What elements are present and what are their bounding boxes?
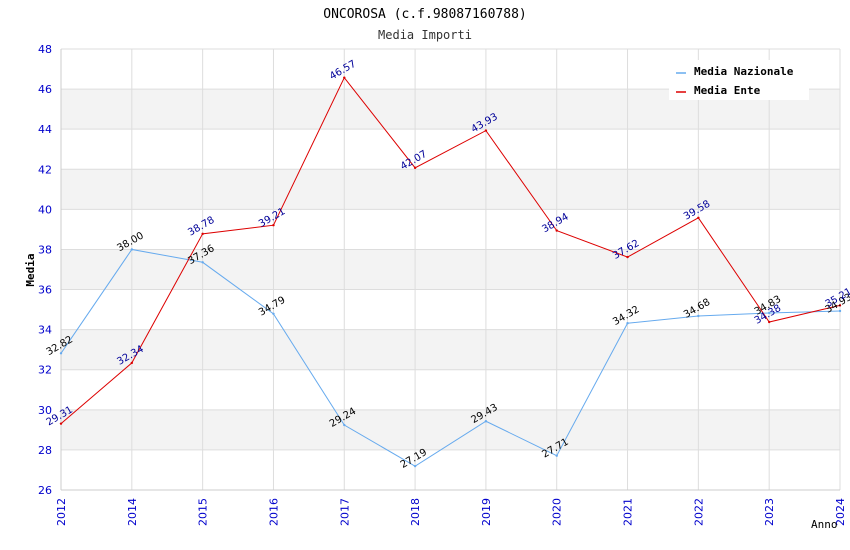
series-line-media-ente (60, 76, 841, 425)
chart-subtitle: Media Importi (378, 28, 472, 42)
x-tick-label: 2021 (622, 498, 635, 526)
grid-band (61, 249, 840, 290)
grid-bands (61, 89, 840, 450)
data-point (272, 223, 275, 227)
y-axis-ticks: 26 28 30 32 34 36 38 40 42 44 46 48 (38, 43, 52, 497)
chart-title: ONCOROSA (c.f.98087160788) (323, 7, 527, 22)
data-point (413, 166, 417, 170)
data-point (697, 314, 700, 318)
x-tick-label: 2015 (197, 498, 210, 526)
data-label: 38.94 (540, 212, 570, 236)
legend-label-media-ente: Media Ente (694, 84, 761, 97)
data-point (201, 261, 204, 264)
data-label: 34.68 (682, 297, 712, 321)
data-point (484, 420, 488, 423)
y-tick-label: 36 (38, 284, 52, 297)
y-tick-label: 40 (38, 203, 52, 216)
x-tick-label: 2024 (834, 498, 847, 526)
x-tick-label: 2014 (126, 498, 139, 526)
data-point (272, 312, 275, 316)
y-tick-label: 28 (38, 444, 52, 457)
data-point (555, 454, 558, 457)
x-tick-label: 2020 (551, 498, 564, 526)
x-tick-label: 2022 (692, 498, 705, 526)
data-label: 34.79 (257, 295, 287, 319)
data-point (838, 304, 842, 307)
y-axis-label: Media (24, 253, 37, 286)
y-tick-label: 48 (38, 43, 52, 56)
data-point (130, 361, 134, 365)
data-point (59, 352, 63, 355)
data-point (413, 464, 417, 468)
data-point (697, 216, 700, 219)
data-point (626, 255, 629, 259)
legend-label-media-nazionale: Media Nazionale (694, 65, 794, 78)
data-point (343, 423, 346, 427)
legend-box (669, 60, 809, 100)
x-axis-label: Anno (811, 518, 838, 531)
y-tick-label: 46 (38, 83, 52, 96)
grid-band (61, 169, 840, 210)
gridlines (60, 48, 841, 491)
data-point (130, 248, 134, 251)
data-label: 38.78 (186, 215, 216, 239)
data-point (484, 129, 488, 132)
data-label: 27.19 (399, 447, 429, 471)
legend: Media Nazionale Media Ente (669, 60, 809, 100)
y-tick-label: 42 (38, 163, 52, 176)
series-line-media-nazionale (60, 248, 841, 467)
data-label: 46.57 (328, 59, 358, 83)
x-tick-label: 2018 (409, 498, 422, 526)
data-point (767, 320, 771, 324)
x-tick-label: 2019 (480, 498, 493, 526)
data-point (201, 232, 204, 236)
x-tick-label: 2012 (55, 498, 68, 526)
y-tick-label: 38 (38, 243, 52, 256)
x-tick-label: 2016 (267, 498, 280, 526)
data-point (767, 311, 771, 315)
x-tick-label: 2017 (338, 498, 351, 526)
y-tick-label: 32 (38, 364, 52, 377)
y-tick-label: 34 (38, 324, 52, 337)
y-tick-label: 26 (38, 484, 52, 497)
y-tick-label: 30 (38, 404, 52, 417)
x-axis-ticks: 2012 2014 2015 2016 2017 2018 2019 2020 2021 2022… (55, 498, 847, 526)
data-point (626, 322, 629, 325)
grid-band (61, 329, 840, 370)
data-point (838, 309, 842, 313)
y-tick-label: 44 (38, 123, 52, 136)
series-lines (59, 76, 842, 468)
data-point (555, 229, 558, 232)
x-tick-label: 2023 (763, 498, 776, 526)
data-point (343, 76, 346, 79)
data-point (59, 422, 63, 425)
data-label: 34.32 (611, 304, 641, 328)
